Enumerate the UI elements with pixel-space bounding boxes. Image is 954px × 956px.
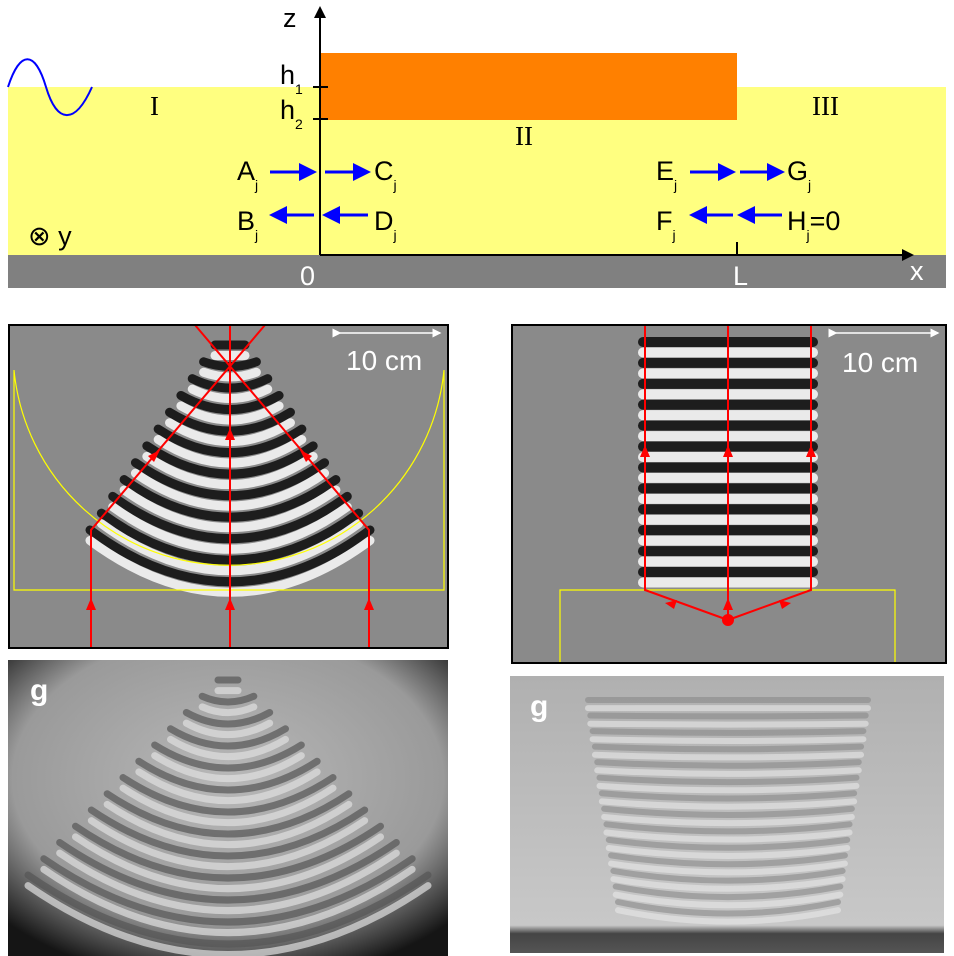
incident-wave-icon (7, 58, 93, 117)
fringe (591, 743, 865, 753)
fringe (198, 692, 258, 706)
fringe (608, 860, 848, 876)
amplitude-arrows (269, 163, 785, 224)
left-photo: g (8, 660, 448, 956)
amp-A: Aj (237, 156, 258, 193)
fringe (589, 728, 867, 736)
h1-label: h1 (280, 60, 303, 97)
fringe (119, 784, 337, 827)
right-photo: g (510, 676, 944, 953)
fringe (56, 849, 400, 915)
fringe (587, 712, 869, 720)
fringe (601, 805, 855, 818)
region-II: II (515, 121, 533, 151)
fringe (135, 768, 321, 804)
fringe (151, 741, 305, 772)
photo-label: g (30, 674, 48, 707)
floating-plate (321, 53, 737, 120)
fringe (119, 774, 337, 816)
amp-D: Dj (374, 206, 397, 243)
fringe (167, 735, 289, 761)
photo-label: g (530, 690, 548, 723)
fringe (87, 817, 369, 871)
fringe (589, 736, 867, 744)
fringe (605, 836, 851, 851)
right-simulation-panel: 10 cm (511, 324, 947, 664)
fringe (603, 829, 853, 843)
origin-label: 0 (300, 261, 315, 291)
amp-G: Gj (787, 156, 811, 193)
h2-label: h2 (280, 95, 303, 132)
fringe (151, 752, 305, 782)
fringe (612, 883, 844, 901)
amp-B: Bj (237, 206, 258, 243)
fringe (167, 725, 289, 750)
fringe (72, 833, 384, 892)
fringe (24, 871, 432, 948)
length-label: L (733, 261, 748, 291)
amp-F: Fj (656, 206, 676, 243)
fringe (603, 821, 853, 835)
fringe (615, 899, 841, 917)
left-simulation-panel: 10 cm (8, 324, 449, 649)
fringe (24, 882, 432, 956)
scale-bar-label: 10 cm (842, 347, 918, 378)
fringe (103, 800, 353, 848)
fringe (103, 790, 353, 838)
fringe (587, 720, 869, 728)
fringe (605, 845, 851, 859)
fringe (87, 806, 369, 860)
fringe (40, 865, 416, 936)
scale-bar-label: 10 cm (346, 345, 422, 376)
fringe (596, 782, 860, 794)
fringe (56, 839, 400, 904)
fringe (598, 798, 858, 810)
fringe (610, 876, 846, 892)
x-label: x (910, 256, 924, 286)
fringe (608, 852, 848, 868)
bottom (8, 255, 946, 288)
fringe (198, 703, 258, 717)
fringe (40, 855, 416, 926)
fringe (135, 757, 321, 794)
fringe (612, 891, 844, 909)
z-label: z (283, 3, 297, 33)
region-I: I (150, 91, 159, 121)
fringe (594, 759, 862, 769)
schematic: z x 0 L h1 h2 I II III ⊗ y Aj Cj Bj Dj E… (7, 3, 946, 291)
fringe (610, 867, 846, 884)
fringe (596, 774, 860, 786)
fringe (615, 907, 841, 925)
fringe (182, 709, 274, 728)
amp-H: Hj=0 (787, 206, 840, 243)
amp-C: Cj (374, 156, 397, 193)
fringe (598, 790, 858, 802)
source-point (722, 614, 734, 626)
y-axis-label: ⊗ y (28, 221, 72, 251)
fringe (72, 822, 384, 882)
fringe (182, 719, 274, 739)
fringe (601, 813, 855, 827)
ray-arrows (86, 428, 374, 610)
region-III: III (812, 91, 839, 121)
fringe (591, 751, 865, 761)
amp-E: Ej (656, 156, 677, 193)
fringe (594, 767, 862, 777)
